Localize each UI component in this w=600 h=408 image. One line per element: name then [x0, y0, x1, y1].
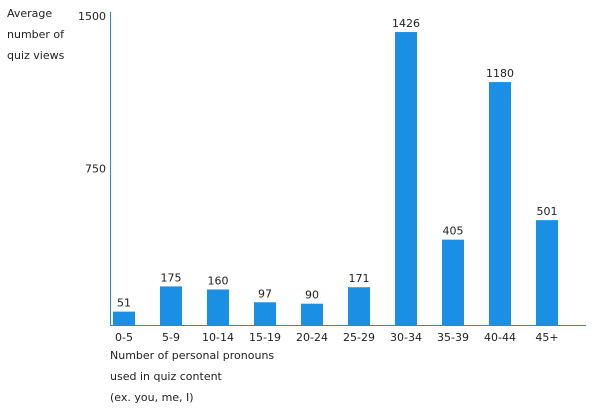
y-axis-label: number of: [7, 28, 65, 41]
data-label: 97: [258, 287, 272, 300]
x-tick-label: 15-19: [249, 331, 281, 344]
bar: [301, 303, 323, 325]
data-label: 175: [161, 271, 182, 284]
x-tick-label: 35-39: [437, 331, 469, 344]
bar: [442, 239, 464, 325]
x-axis-label: used in quiz content: [110, 370, 223, 383]
bar: [489, 82, 511, 325]
bar: [348, 287, 370, 325]
y-tick-label: 750: [85, 163, 106, 176]
y-axis-label: quiz views: [7, 49, 65, 62]
x-tick-label: 40-44: [484, 331, 516, 344]
x-axis-label: (ex. you, me, I): [110, 391, 194, 404]
data-label: 160: [208, 274, 229, 287]
x-tick-label: 20-24: [296, 331, 328, 344]
bar: [536, 220, 558, 325]
x-tick-label: 0-5: [115, 331, 133, 344]
x-tick-label: 45+: [535, 331, 558, 344]
x-tick-label: 25-29: [343, 331, 375, 344]
bar: [395, 32, 417, 326]
data-label: 1426: [392, 17, 420, 30]
x-tick-label: 5-9: [162, 331, 180, 344]
data-label: 405: [443, 225, 464, 238]
bar: [113, 311, 135, 325]
y-axis-label: Average: [7, 7, 52, 20]
bar: [207, 289, 229, 325]
data-label: 171: [349, 272, 370, 285]
data-label: 90: [305, 289, 319, 302]
bar: [160, 286, 182, 325]
x-axis-label: Number of personal pronouns: [110, 349, 274, 362]
data-label: 501: [537, 205, 558, 218]
bar: [254, 302, 276, 325]
x-tick-label: 30-34: [390, 331, 422, 344]
data-label: 1180: [486, 67, 514, 80]
x-tick-label: 10-14: [202, 331, 234, 344]
data-label: 51: [117, 297, 131, 310]
y-tick-label: 1500: [78, 10, 106, 23]
